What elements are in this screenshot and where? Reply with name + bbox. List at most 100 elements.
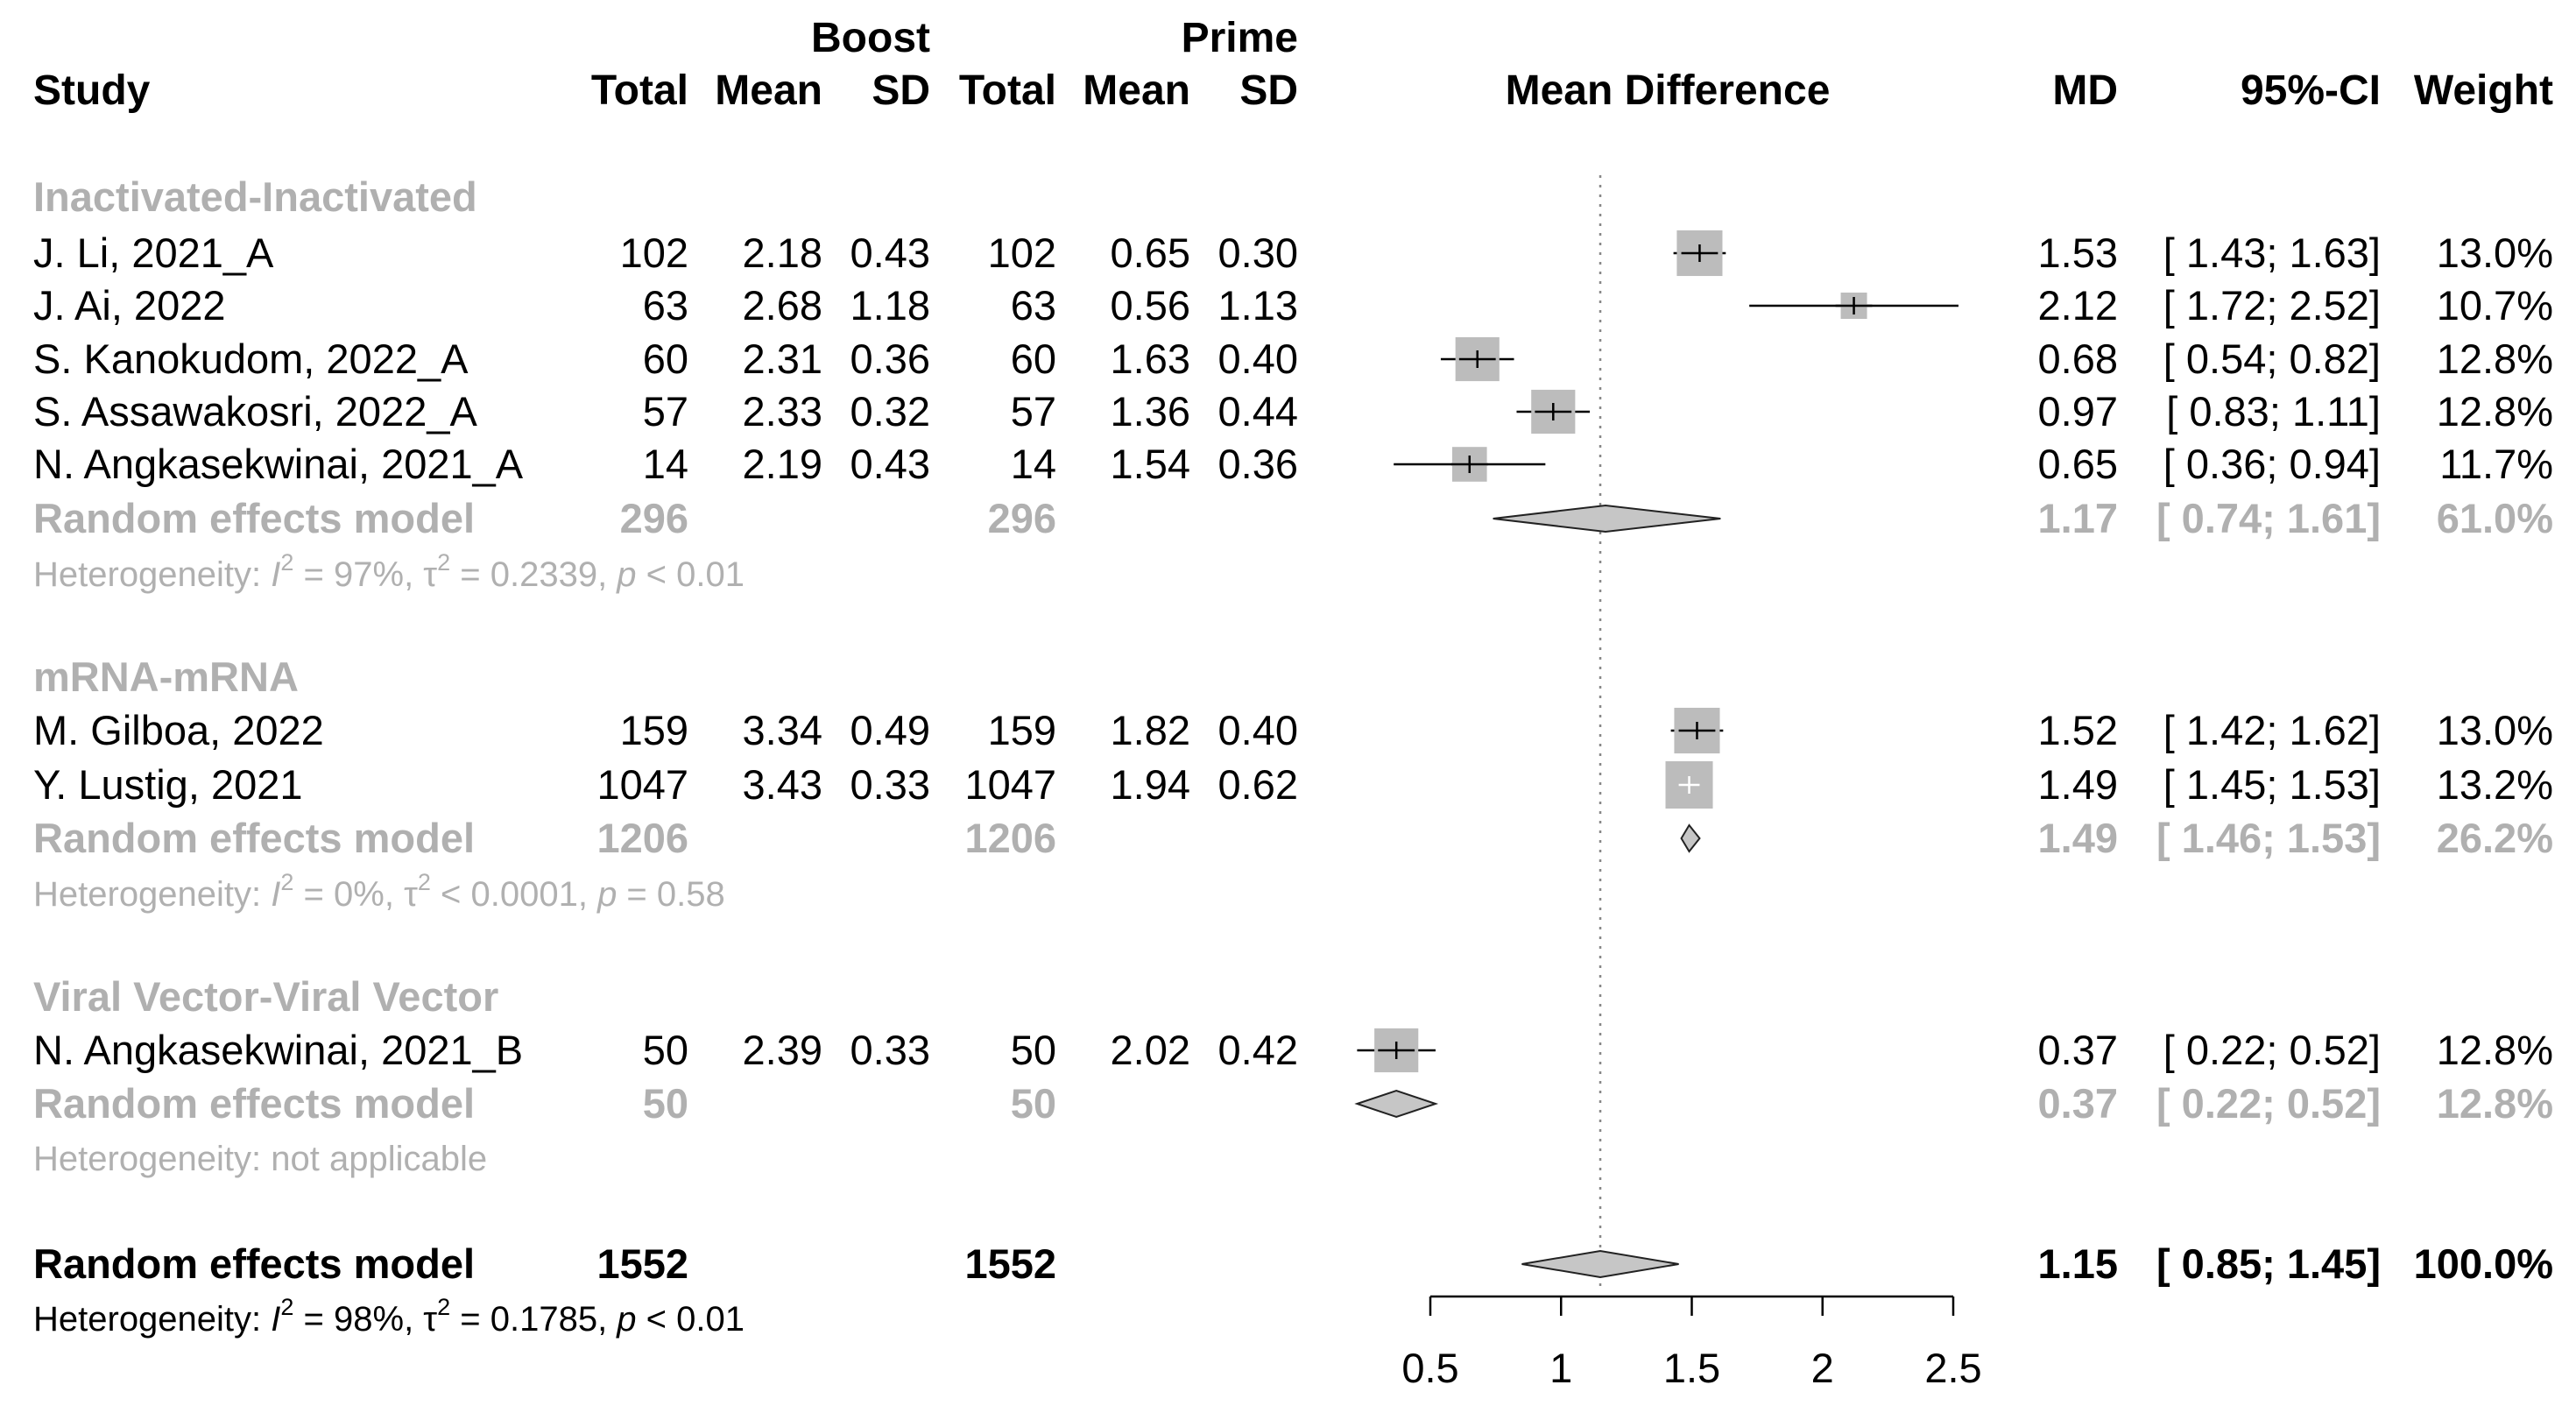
study-1-1-prime-mean: 0.65	[1111, 230, 1190, 276]
study-1-3-boost-sd: 0.36	[850, 336, 930, 382]
subgroup-title-3: Viral Vector-Viral Vector	[33, 973, 498, 1020]
study-2-1-prime-total: 159	[988, 707, 1056, 753]
overall-md: 1.15	[2038, 1240, 2118, 1287]
study-1-3-study: S. Kanokudom, 2022_A	[33, 336, 469, 382]
subgroup-3-heterogeneity: Heterogeneity: not applicable	[33, 1140, 487, 1178]
subgroup-summary-3-label: Random effects model	[33, 1080, 475, 1127]
subgroup-summary-3-md: 0.37	[2038, 1080, 2118, 1127]
study-2-1-boost-sd: 0.49	[850, 707, 930, 753]
x-tick-label-4: 2	[1811, 1345, 1834, 1391]
study-2-2-ci: [ 1.45; 1.53]	[2163, 761, 2381, 808]
overall-weight: 100.0%	[2414, 1240, 2553, 1287]
subgroup-1-heterogeneity: Heterogeneity: I2 = 97%, τ2 = 0.2339, p …	[33, 549, 745, 594]
study-1-2-prime-sd: 1.13	[1218, 282, 1298, 329]
subgroup-2-heterogeneity: Heterogeneity: I2 = 0%, τ2 < 0.0001, p =…	[33, 869, 725, 914]
subgroup-summary-3-ci: [ 0.22; 0.52]	[2156, 1080, 2381, 1127]
overall-prime-total: 1552	[964, 1240, 1056, 1287]
study-1-1-boost-mean: 2.18	[743, 230, 822, 276]
subgroup-summary-1-prime-total: 296	[988, 495, 1056, 541]
study-1-2-study: J. Ai, 2022	[33, 282, 226, 329]
subgroup-summary-2-ci: [ 1.46; 1.53]	[2156, 815, 2381, 861]
header-boost-sd: SD	[872, 67, 930, 114]
study-1-2-boost-sd: 1.18	[850, 282, 930, 329]
subgroup-summary-1-weight: 61.0%	[2437, 495, 2553, 541]
study-1-1-prime-total: 102	[988, 230, 1056, 276]
overall-label: Random effects model	[33, 1240, 475, 1287]
study-1-4-boost-sd: 0.32	[850, 388, 930, 435]
study-1-1-ci: [ 1.43; 1.63]	[2163, 230, 2381, 276]
study-3-1-prime-sd: 0.42	[1218, 1027, 1298, 1073]
header-prime-total: Total	[959, 67, 1056, 114]
x-tick-label-2: 1	[1549, 1345, 1572, 1391]
header-boost-mean: Mean	[715, 67, 822, 114]
study-3-1-prime-mean: 2.02	[1111, 1027, 1190, 1073]
text-layer: Boost Prime Study Total Mean SD Total Mean SD Mea…	[33, 15, 2553, 1391]
study-2-2-weight: 13.2%	[2437, 761, 2553, 808]
study-3-1-md: 0.37	[2038, 1027, 2118, 1073]
study-2-1-boost-total: 159	[620, 707, 688, 753]
study-2-2-boost-total: 1047	[596, 761, 688, 808]
study-2-2-boost-mean: 3.43	[743, 761, 822, 808]
study-1-2-ci: [ 1.72; 2.52]	[2163, 282, 2381, 329]
header-prime-sd: SD	[1239, 67, 1298, 114]
x-tick-label-5: 2.5	[1924, 1345, 1981, 1391]
subgroup-summary-1-ci: [ 0.74; 1.61]	[2156, 495, 2381, 541]
study-2-2-prime-total: 1047	[964, 761, 1056, 808]
study-2-2-prime-sd: 0.62	[1218, 761, 1298, 808]
study-2-2-boost-sd: 0.33	[850, 761, 930, 808]
header-plot: Mean Difference	[1506, 67, 1831, 114]
study-1-1-boost-sd: 0.43	[850, 230, 930, 276]
header-ci: 95%-CI	[2241, 67, 2381, 114]
subgroup-summary-1-boost-total: 296	[620, 495, 688, 541]
overall-boost-total: 1552	[596, 1240, 688, 1287]
study-1-2-prime-mean: 0.56	[1111, 282, 1190, 329]
study-1-5-weight: 11.7%	[2439, 441, 2553, 487]
header-prime-mean: Mean	[1083, 67, 1190, 114]
study-3-1-ci: [ 0.22; 0.52]	[2163, 1027, 2381, 1073]
study-2-1-boost-mean: 3.34	[743, 707, 822, 753]
subgroup-summary-3-weight: 12.8%	[2437, 1080, 2553, 1127]
subgroup-2-diamond	[1680, 823, 1701, 853]
study-1-3-prime-total: 60	[1011, 336, 1056, 382]
subgroup-summary-2-prime-total: 1206	[964, 815, 1056, 861]
study-3-1-study: N. Angkasekwinai, 2021_B	[33, 1027, 523, 1073]
study-1-1-prime-sd: 0.30	[1218, 230, 1298, 276]
study-3-1-weight: 12.8%	[2437, 1027, 2553, 1073]
study-1-3-boost-total: 60	[643, 336, 688, 382]
study-1-3-md: 0.68	[2038, 336, 2118, 382]
study-1-5-boost-total: 14	[643, 441, 688, 487]
overall-heterogeneity: Heterogeneity: I2 = 98%, τ2 = 0.1785, p …	[33, 1294, 745, 1339]
study-1-2-weight: 10.7%	[2437, 282, 2553, 329]
study-2-1-ci: [ 1.42; 1.62]	[2163, 707, 2381, 753]
subgroup-summary-1-label: Random effects model	[33, 495, 475, 541]
subgroup-3-diamond	[1354, 1089, 1439, 1119]
x-tick-label-3: 1.5	[1663, 1345, 1720, 1391]
subgroup-summary-2-weight: 26.2%	[2437, 815, 2553, 861]
study-2-1-study: M. Gilboa, 2022	[33, 707, 324, 753]
study-1-4-prime-total: 57	[1011, 388, 1056, 435]
study-1-5-ci: [ 0.36; 0.94]	[2163, 441, 2381, 487]
study-1-1-weight: 13.0%	[2437, 230, 2553, 276]
study-2-2-md: 1.49	[2038, 761, 2118, 808]
subgroup-summary-3-boost-total: 50	[643, 1080, 688, 1127]
study-1-3-weight: 12.8%	[2437, 336, 2553, 382]
study-1-2-boost-total: 63	[643, 282, 688, 329]
header-prime: Prime	[1182, 15, 1298, 61]
subgroup-summary-2-md: 1.49	[2038, 815, 2118, 861]
study-2-1-weight: 13.0%	[2437, 707, 2553, 753]
study-1-4-md: 0.97	[2038, 388, 2118, 435]
subgroup-summary-2-boost-total: 1206	[596, 815, 688, 861]
study-1-2-md: 2.12	[2038, 282, 2118, 329]
study-1-4-study: S. Assawakosri, 2022_A	[33, 388, 477, 435]
study-2-1-prime-mean: 1.82	[1111, 707, 1190, 753]
study-2-1-md: 1.52	[2038, 707, 2118, 753]
study-3-1-prime-total: 50	[1011, 1027, 1056, 1073]
subgroup-title-2: mRNA-mRNA	[33, 654, 299, 700]
subgroup-title-1: Inactivated-Inactivated	[33, 173, 477, 220]
overall-ci: [ 0.85; 1.45]	[2156, 1240, 2381, 1287]
study-1-5-prime-total: 14	[1011, 441, 1056, 487]
header-weight: Weight	[2414, 67, 2553, 114]
study-1-5-boost-mean: 2.19	[743, 441, 822, 487]
study-1-4-weight: 12.8%	[2437, 388, 2553, 435]
